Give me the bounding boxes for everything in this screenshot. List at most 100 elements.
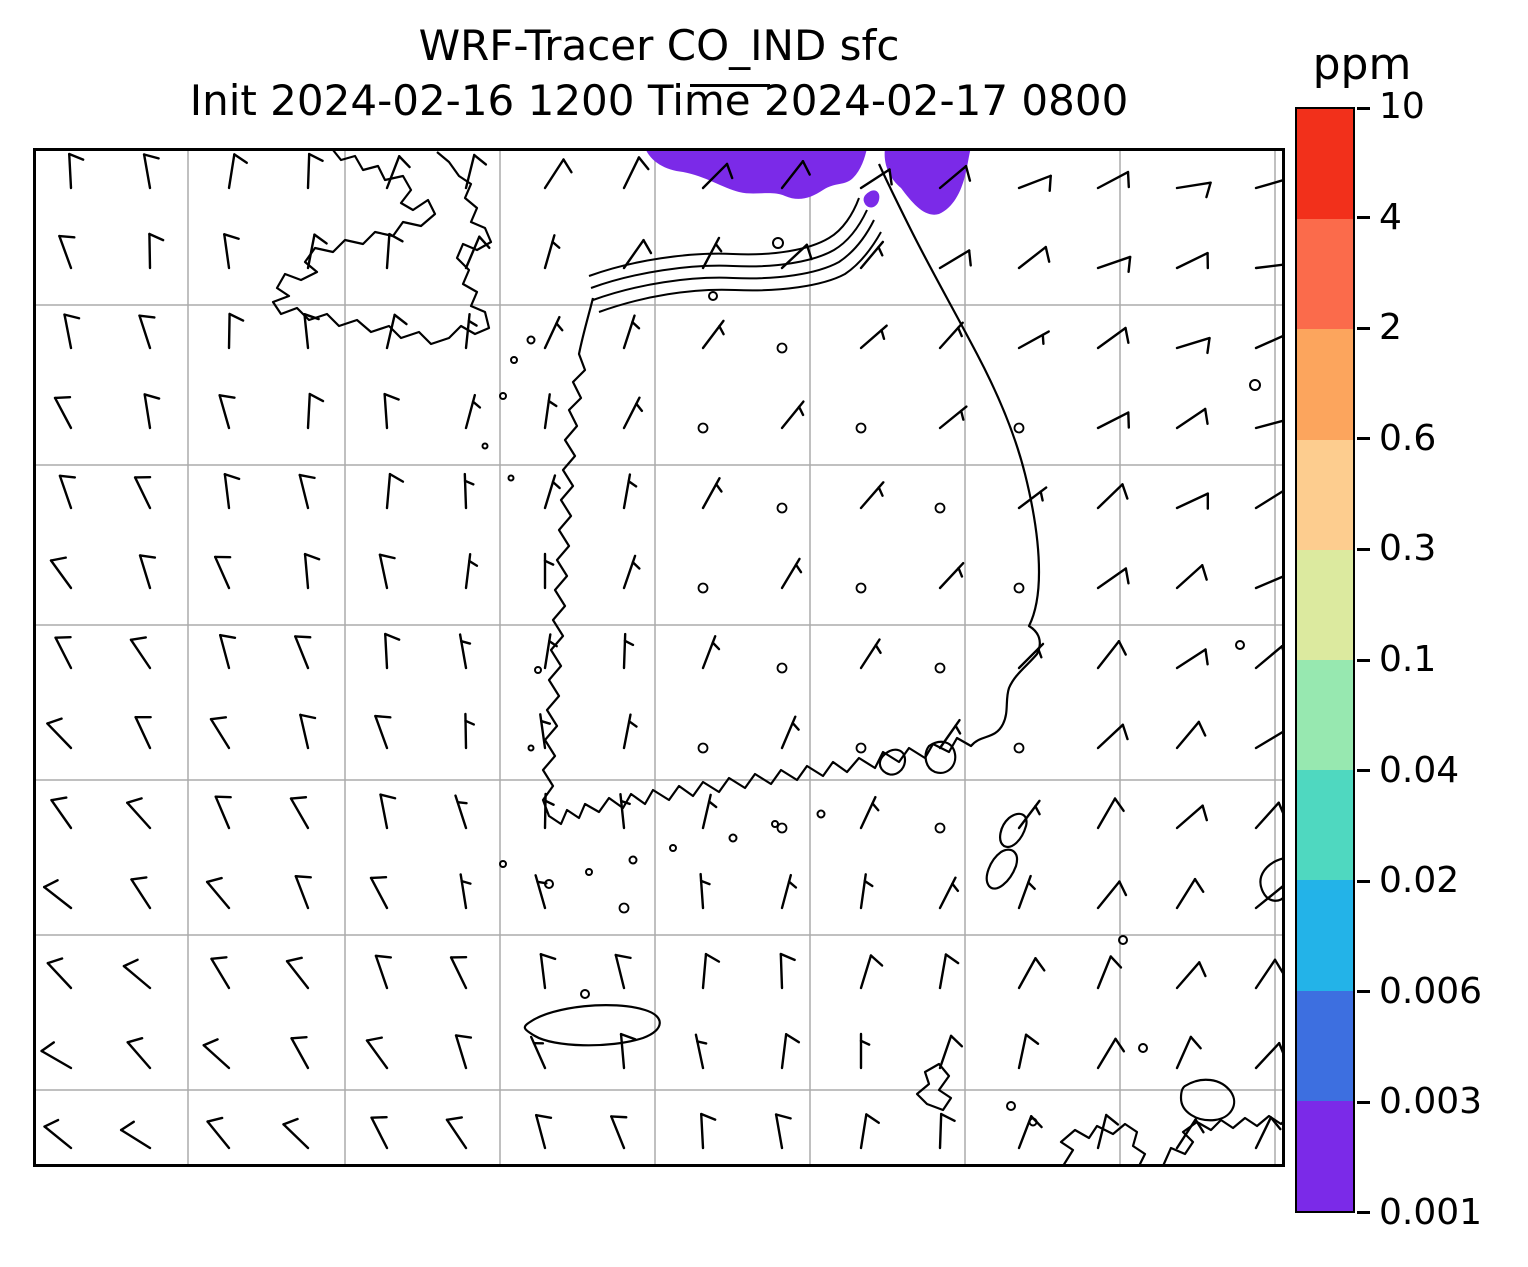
calm-wind-marker — [1013, 742, 1025, 754]
colorbar-segment-3 — [1297, 439, 1353, 550]
colorbar-segment-2 — [1297, 329, 1353, 440]
small-island — [1006, 1101, 1016, 1111]
tsushima-north-island — [999, 812, 1028, 848]
calm-wind-marker — [855, 422, 867, 434]
colorbar-tick — [1357, 1101, 1370, 1104]
calm-wind-marker — [618, 902, 630, 914]
small-island — [499, 860, 507, 868]
colorbar-tick-label: 0.3 — [1379, 528, 1437, 569]
tsushima-south-island — [985, 848, 1019, 890]
calm-wind-marker — [934, 502, 946, 514]
colorbar-segment-4 — [1297, 549, 1353, 661]
colorbar-tick-label: 10 — [1379, 86, 1425, 127]
colorbar-tick — [1357, 107, 1370, 110]
coastlines — [271, 149, 1285, 1167]
goto-islands — [915, 1062, 953, 1112]
small-island — [771, 820, 779, 828]
title-overline-decoration — [690, 84, 770, 87]
colorbar-tick-label: 0.001 — [1379, 1192, 1483, 1233]
colorbar-segment-6 — [1297, 770, 1353, 881]
small-island — [534, 666, 542, 674]
contour-line-4 — [598, 231, 882, 313]
plot-border — [33, 148, 1285, 1167]
calm-wind-marker — [776, 822, 788, 834]
concentration-contours — [588, 197, 882, 313]
small-island — [728, 833, 738, 843]
small-island — [628, 855, 638, 865]
namhae-island — [878, 748, 907, 776]
colorbar-tick-label: 0.6 — [1379, 418, 1437, 459]
wind-barbs — [40, 152, 1285, 1150]
small-island — [507, 474, 515, 482]
honshu-hook-coast — [1259, 856, 1285, 902]
tracer-plume-fragment — [863, 190, 880, 208]
korea-coastline — [541, 163, 1041, 826]
colorbar-gradient — [1295, 107, 1355, 1213]
small-island — [669, 844, 677, 852]
colorbar-tick — [1357, 327, 1370, 330]
contour-line-1 — [588, 197, 860, 277]
northwest-coastline — [271, 149, 493, 346]
contour-line-2 — [590, 209, 868, 289]
contour-line-3 — [592, 219, 875, 301]
contour-closed-loop — [772, 237, 784, 249]
colorbar-tick-label: 0.006 — [1379, 971, 1483, 1012]
colorbar-segment-9 — [1297, 1100, 1353, 1212]
map-plot — [33, 148, 1285, 1167]
colorbar-tick — [1357, 659, 1370, 662]
calm-wind-marker — [697, 582, 709, 594]
figure-title-line1: WRF-Tracer CO_IND sfc — [418, 21, 900, 70]
calm-wind-marker — [1013, 422, 1025, 434]
calm-wind-marker — [934, 822, 946, 834]
tracer-plume-east — [884, 148, 971, 215]
small-island — [499, 392, 507, 400]
geoje-island — [924, 740, 957, 774]
colorbar-segment-8 — [1297, 990, 1353, 1101]
colorbar-segment-1 — [1297, 219, 1353, 330]
kyushu-coast-west — [1059, 1122, 1147, 1167]
iki-island — [1118, 935, 1128, 945]
colorbar-tick-label: 4 — [1379, 197, 1402, 238]
calm-wind-marker — [776, 342, 788, 354]
colorbar-tick-label: 0.02 — [1379, 860, 1460, 901]
small-island — [816, 809, 826, 819]
latlon-grid — [33, 148, 1285, 1167]
calm-wind-marker — [934, 662, 946, 674]
colorbar-tick-label: 2 — [1379, 307, 1402, 348]
kyushu-inner-contour — [1179, 1078, 1236, 1122]
calm-wind-marker — [776, 662, 788, 674]
tracer-fill-region — [645, 148, 971, 215]
calm-wind-marker — [697, 422, 709, 434]
colorbar-units-label: ppm — [1312, 39, 1412, 90]
jeju-island — [523, 1004, 661, 1047]
small-island — [1138, 1043, 1148, 1053]
chuja-island — [580, 989, 590, 999]
colorbar-segment-5 — [1297, 660, 1353, 771]
colorbar-tick-label: 0.1 — [1379, 639, 1437, 680]
small-island — [527, 744, 535, 752]
colorbar-segment-7 — [1297, 880, 1353, 991]
calm-wind-marker — [855, 742, 867, 754]
small-island — [1235, 640, 1245, 650]
colorbar-tick — [1357, 216, 1370, 219]
colorbar-tick-label: 0.003 — [1379, 1081, 1483, 1122]
calm-wind-marker — [855, 582, 867, 594]
small-island — [526, 335, 536, 345]
figure-title-block: WRF-Tracer CO_IND sfc Init 2024-02-16 12… — [33, 18, 1285, 129]
colorbar: ppm 10 4 2 0.6 0.3 0.1 0.04 0.02 0.006 0… — [1295, 39, 1525, 1233]
small-island — [510, 356, 518, 364]
small-island — [481, 442, 489, 450]
colorbar-tick — [1357, 1211, 1370, 1214]
contour-closed-loop — [708, 291, 718, 301]
colorbar-tick — [1357, 769, 1370, 772]
calm-wind-marker — [697, 742, 709, 754]
tracer-plume-west — [645, 148, 867, 199]
colorbar-tick — [1357, 437, 1370, 440]
colorbar-tick — [1357, 990, 1370, 993]
calm-wind-marker — [1013, 582, 1025, 594]
kyushu-coast-south — [1161, 1114, 1285, 1167]
figure-title-line2: Init 2024-02-16 1200 Time 2024-02-17 080… — [189, 76, 1129, 126]
colorbar-tick-label: 0.04 — [1379, 750, 1460, 791]
ulleungdo-island — [1249, 379, 1261, 391]
